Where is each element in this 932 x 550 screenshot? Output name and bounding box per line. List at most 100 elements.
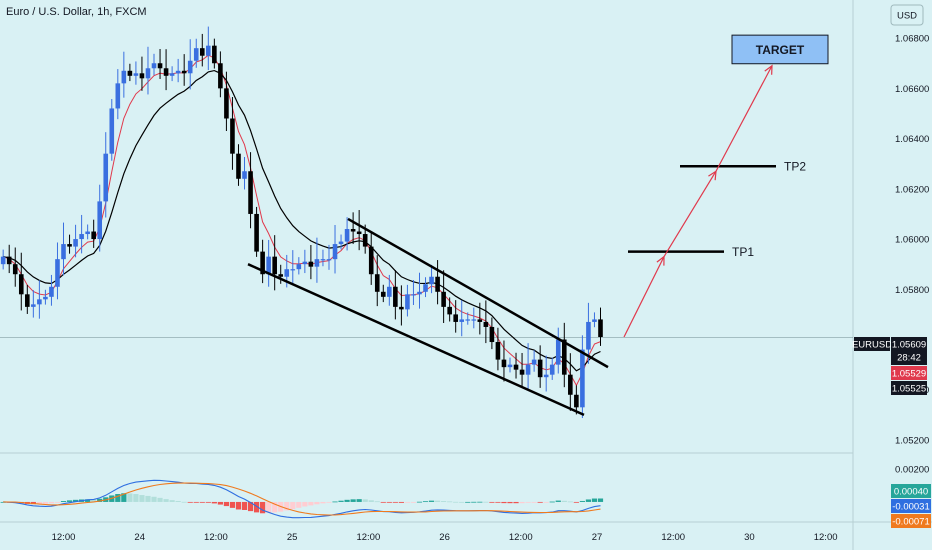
candle-body bbox=[380, 291, 386, 297]
macd-histogram-bar bbox=[85, 499, 91, 502]
histogram-value: -0.00071 bbox=[892, 517, 930, 528]
macd-histogram-bar bbox=[344, 499, 350, 502]
candle bbox=[12, 247, 18, 287]
candle-body bbox=[471, 319, 477, 321]
macd-histogram-bar bbox=[507, 501, 513, 504]
candle bbox=[43, 289, 48, 305]
candle-body bbox=[495, 342, 501, 360]
candle-body bbox=[61, 244, 66, 260]
candle-body bbox=[79, 234, 84, 240]
candle bbox=[25, 284, 30, 314]
candle bbox=[459, 300, 465, 337]
candle bbox=[151, 53, 157, 76]
candle-body bbox=[465, 319, 471, 321]
macd-histogram-bar bbox=[573, 501, 579, 503]
arrow-head bbox=[764, 64, 773, 75]
candle bbox=[133, 61, 139, 85]
candle bbox=[115, 69, 121, 120]
macd-histogram-bar bbox=[121, 493, 127, 502]
candle bbox=[543, 355, 549, 392]
macd-histogram-bar bbox=[459, 501, 465, 503]
macd-value-tag: 0.00040 bbox=[891, 484, 931, 498]
macd-histogram-bar bbox=[441, 501, 447, 502]
ma-slow-value: 1.05525 bbox=[892, 384, 926, 395]
candle-body bbox=[31, 304, 36, 307]
candle-body bbox=[441, 291, 446, 307]
candle bbox=[18, 252, 24, 311]
ma-slow-tag: 1.05525 bbox=[891, 381, 927, 395]
candle bbox=[344, 217, 350, 251]
candle bbox=[266, 239, 271, 287]
candle-body bbox=[537, 359, 543, 378]
moving-averages bbox=[3, 54, 601, 387]
macd-histogram-bar bbox=[217, 501, 223, 505]
candle-body bbox=[73, 239, 78, 247]
candle-body bbox=[193, 48, 199, 61]
candle-body bbox=[344, 229, 350, 242]
candle bbox=[592, 312, 597, 328]
candle bbox=[67, 234, 72, 254]
candle bbox=[598, 307, 603, 346]
macd-histogram-bar bbox=[561, 500, 567, 502]
candle-body bbox=[91, 231, 96, 240]
signal-value-tag: -0.00031 bbox=[891, 499, 931, 513]
candle-body bbox=[55, 259, 60, 287]
time-tick-label: 12:00 bbox=[509, 532, 533, 543]
candle-body bbox=[308, 261, 314, 267]
macd-histogram-bar bbox=[115, 494, 121, 502]
candle-body bbox=[332, 244, 338, 260]
candle-body bbox=[139, 73, 145, 79]
candle bbox=[260, 239, 265, 284]
time-tick-label: 27 bbox=[592, 532, 603, 543]
macd-histogram-bar bbox=[0, 501, 6, 503]
candle-body bbox=[127, 70, 133, 76]
macd-histogram-bar bbox=[356, 499, 362, 502]
candle-body bbox=[598, 319, 603, 338]
chart-title: Euro / U.S. Dollar, 1h, FXCM bbox=[6, 6, 147, 18]
time-tick-label: 12:00 bbox=[356, 532, 380, 543]
currency-button[interactable]: USD bbox=[890, 4, 924, 26]
candle-body bbox=[0, 256, 6, 265]
macd-histogram-bar bbox=[320, 501, 326, 504]
last-price-tag: 1.05609 28:42 bbox=[891, 337, 927, 365]
candle bbox=[163, 49, 169, 91]
macd-histogram-bar bbox=[447, 501, 453, 503]
macd-histogram-bar bbox=[332, 501, 338, 503]
candle-body bbox=[477, 319, 483, 322]
macd-histogram-bar bbox=[362, 499, 368, 502]
time-tick-label: 12:00 bbox=[814, 532, 838, 543]
candle-body bbox=[350, 229, 356, 232]
candle bbox=[109, 99, 115, 161]
candle bbox=[308, 244, 314, 280]
candle bbox=[224, 71, 229, 132]
candle-body bbox=[302, 261, 308, 265]
candle-body bbox=[543, 374, 549, 378]
candle bbox=[580, 335, 585, 419]
macd-histogram-bar bbox=[434, 500, 441, 502]
signal-value: -0.00031 bbox=[892, 502, 930, 513]
candle bbox=[411, 280, 416, 306]
candle-body bbox=[254, 213, 259, 252]
candle bbox=[121, 51, 127, 98]
candle bbox=[37, 280, 42, 319]
macd-histogram-bar bbox=[368, 500, 374, 502]
price-tick-label: 1.06200 bbox=[895, 184, 929, 195]
candle bbox=[447, 297, 452, 322]
candle-body bbox=[284, 269, 290, 277]
macd-histogram-bar bbox=[314, 501, 320, 505]
macd-histogram-bar bbox=[398, 501, 404, 503]
candle bbox=[199, 33, 205, 67]
candle-body bbox=[169, 73, 175, 76]
candle bbox=[531, 350, 537, 372]
candle-body bbox=[580, 349, 585, 408]
candle-body bbox=[115, 83, 121, 109]
candle-body bbox=[320, 259, 326, 261]
macd-histogram-bar bbox=[422, 501, 429, 503]
macd-histogram-bar bbox=[495, 501, 501, 503]
target-box[interactable]: TARGET bbox=[731, 34, 829, 65]
symbol-tag: EURUSD bbox=[852, 337, 892, 351]
candle-body bbox=[18, 274, 24, 295]
macd-histogram-bar bbox=[235, 501, 242, 510]
candle-body bbox=[49, 286, 54, 297]
